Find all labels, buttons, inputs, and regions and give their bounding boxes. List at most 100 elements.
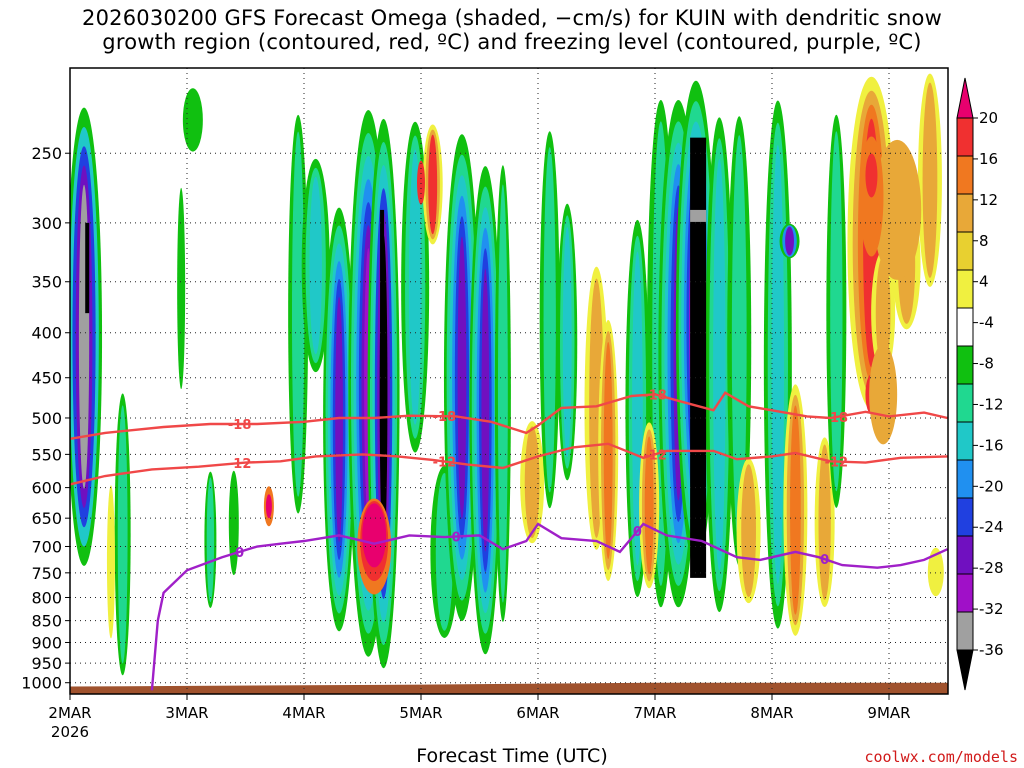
contour-line--18 [70,391,948,440]
y-tick-label: 650 [31,509,62,528]
omega-shade-band [457,236,467,519]
colorbar-label: -12 [979,395,1004,413]
colorbar-label: -20 [979,477,1004,495]
y-tick-label: 450 [31,369,62,388]
x-tick-label: 9MAR [867,704,910,722]
colorbar-box [956,383,974,423]
y-tick-label: 950 [31,654,62,673]
y-tick-label: 550 [31,445,62,464]
y-tick-label: 250 [31,144,62,163]
contour-label: 0 [452,531,461,546]
y-tick-label: 600 [31,479,62,498]
title-line-1: 2026030200 GFS Forecast Omega (shaded, −… [82,6,942,30]
contour-label: -12 [433,455,457,470]
omega-shade-band [875,255,891,370]
colorbar-label: -16 [979,436,1004,454]
colorbar-box [956,611,974,651]
descent-core [869,344,898,445]
colorbar-label: -24 [979,518,1004,536]
colorbar-box [956,535,974,575]
omega-shade-band [228,470,239,576]
colorbar-legend: 20 16 12 8 4 -4 -8 -12 -16 -20 -24 -28 -32 -36 [956,77,1004,691]
omega-shade-band [497,184,508,603]
y-tick-label: 700 [31,537,62,556]
contour-label: -18 [825,411,849,426]
ascent-column-core [85,222,90,314]
omega-shade-band [335,296,343,543]
contour-lines: -18 -18 -18 -18 -12 -12 -12 -12 0 0 0 0 [70,388,948,691]
x-tick-label: 4MAR [282,704,325,722]
contour-label: -18 [228,418,252,433]
colorbar-box [956,497,974,537]
omega-shade-band [771,144,785,585]
y-tick-label: 800 [31,588,62,607]
y-axis: 250 300 350 400 450 500 550 600 650 700 750 800 850 9… [21,144,70,693]
omega-shade-band [428,134,438,235]
x-tick-sublabel: 2026 [51,723,89,741]
omega-shade-band [291,131,305,497]
colorbar-box [956,193,974,233]
omega-shade-band [603,341,613,559]
colorbar-box [956,231,974,271]
title-line-2: growth region (contoured, red, ºC) and f… [102,30,922,54]
x-tick-label: 2MAR [48,704,91,722]
colorbar-label: 16 [979,150,998,168]
ascent-column-gray [690,209,707,222]
omega-shade-band [927,547,944,597]
colorbar-box [956,573,974,613]
omega-shade-band [644,436,654,575]
colorbar-label: 4 [979,273,989,291]
omega-shade-band [106,485,115,639]
colorbar-box [956,307,974,347]
descent-core [865,153,878,198]
omega-shade-band [785,226,794,256]
omega-shade-band [182,88,203,152]
colorbar-box [956,269,974,309]
colorbar-arrow-top [956,77,974,119]
omega-shade-band [830,131,843,492]
descent-core [362,503,387,568]
contour-label: 0 [633,525,642,540]
x-tick-label: 6MAR [516,704,559,722]
omega-shade-band [117,405,128,664]
colorbar-box [956,155,974,195]
omega-shade-band [524,426,540,539]
contour-label: -18 [643,388,667,403]
y-tick-label: 350 [31,273,62,292]
y-tick-label: 900 [31,633,62,652]
colorbar-label: -4 [979,314,994,332]
y-tick-label: 300 [31,214,62,233]
descent-core [417,160,425,205]
omega-shade-band [481,268,490,552]
colorbar-box [956,345,974,385]
x-axis-label: Forecast Time (UTC) [416,745,608,767]
contour-label: 0 [235,546,244,561]
colorbar-label: -28 [979,559,1004,577]
omega-shade-band [309,176,322,355]
colorbar-label: 20 [979,109,998,127]
omega-shade-band [790,405,801,615]
omega-shade-band [562,227,572,458]
omega-shade-band [922,82,938,278]
omega-shade-band [713,159,726,571]
omega-shade-band [177,187,186,390]
x-tick-label: 8MAR [750,704,793,722]
contour-label: -12 [228,457,252,472]
colorbar-box [956,421,974,461]
ascent-column-core [380,209,385,418]
plot-frame [69,67,949,695]
contour-label: 0 [820,553,829,568]
y-tick-label: 400 [31,324,62,343]
descent-core [265,494,272,519]
ascent-column-core [690,137,707,578]
contour-line--12 [70,442,948,486]
chart-title: 2026030200 GFS Forecast Omega (shaded, −… [0,6,1024,54]
omega-shade-band [741,464,756,597]
omega-shading [70,73,944,676]
colorbar-label: -36 [979,641,1004,659]
colorbar-label: 12 [979,191,998,209]
x-tick-label: 7MAR [633,704,676,722]
colorbar-box [956,117,974,157]
